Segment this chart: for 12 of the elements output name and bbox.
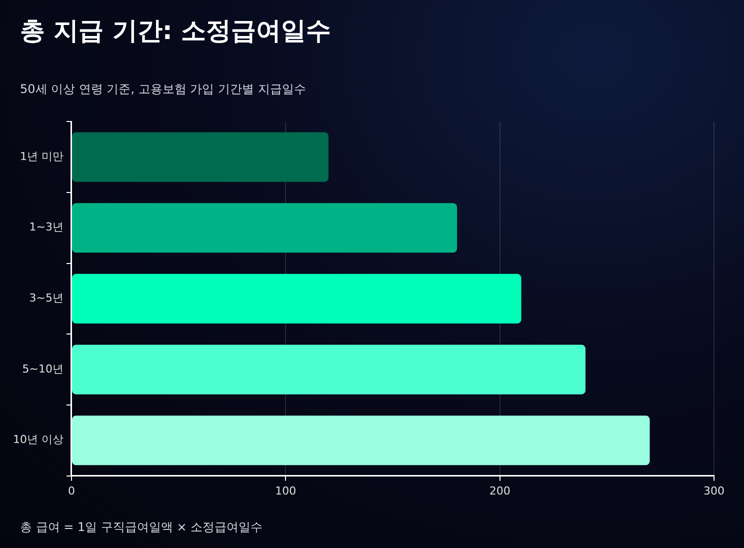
chart-title: 총 지급 기간: 소정급여일수 bbox=[20, 15, 332, 47]
x-tick-label: 100 bbox=[275, 484, 296, 498]
x-tick-label: 300 bbox=[704, 484, 724, 498]
y-tick-label: 3~5년 bbox=[29, 292, 64, 305]
y-tick-label: 1년 미만 bbox=[20, 150, 64, 163]
y-tick-label: 5~10년 bbox=[22, 362, 64, 376]
x-tick-label: 0 bbox=[68, 484, 75, 498]
chart-subtitle: 50세 이상 연령 기준, 고용보험 가입 기간별 지급일수 bbox=[20, 81, 306, 98]
y-tick-label: 1~3년 bbox=[29, 220, 64, 234]
y-tick-label: 10년 이상 bbox=[12, 433, 64, 446]
text: 총 급여 = 1일 구직급여일액 × 소정급여일수 bbox=[20, 519, 263, 536]
x-tick-label: 200 bbox=[489, 484, 510, 498]
